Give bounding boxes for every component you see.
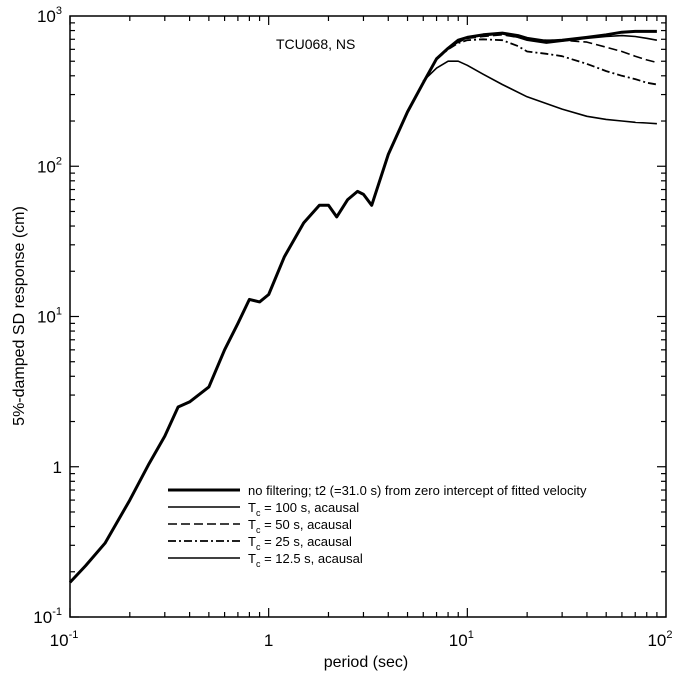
legend-label: Tc = 50 s, acausal [248,517,352,535]
series-line [69,38,658,584]
tick-marks [69,16,666,618]
series-line [69,33,658,583]
x-tick-label: 1 [264,631,273,650]
x-tick-label: 101 [449,629,474,650]
legend-label: no filtering; t2 (=31.0 s) from zero int… [248,483,587,498]
series-lines [68,29,658,584]
series-line [69,60,657,583]
legend: no filtering; t2 (=31.0 s) from zero int… [168,483,587,569]
legend-label: Tc = 100 s, acausal [248,500,359,518]
x-axis-label: period (sec) [324,654,408,671]
y-tick-label: 102 [37,155,62,176]
legend-label: Tc = 12.5 s, acausal [248,551,363,569]
chart-annotation: TCU068, NS [276,36,355,52]
y-tick-label: 1 [53,458,62,477]
plot-frame [69,15,667,618]
y-tick-label: 10-1 [33,606,62,627]
x-tick-label: 102 [647,629,672,650]
series-line [68,29,657,584]
y-axis-label: 5%-damped SD response (cm) [11,206,28,426]
x-tick-label: 10-1 [50,629,79,650]
y-tick-label: 103 [37,5,62,26]
tick-labels: 10-1 1 101 102 10-1 1 101 102 103 [33,5,672,650]
y-tick-label: 101 [37,306,62,327]
series-line [69,34,658,583]
legend-label: Tc = 25 s, acausal [248,534,352,552]
